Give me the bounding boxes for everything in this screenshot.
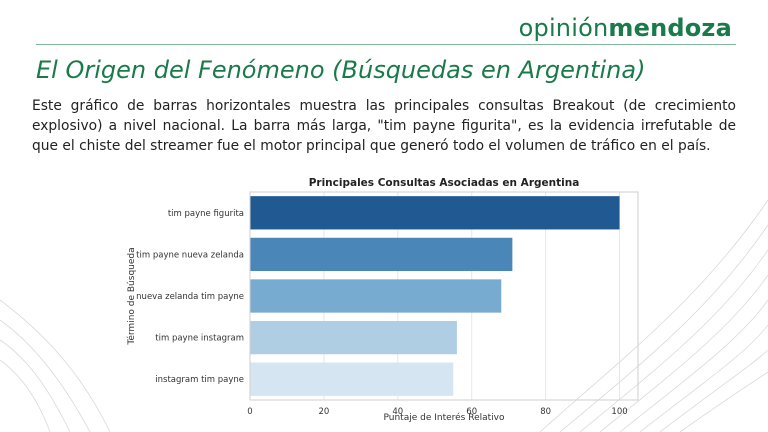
bar (250, 196, 620, 230)
bar (250, 320, 457, 355)
category-label: tim payne figurita (168, 209, 244, 219)
slide-title: El Origen del Fenómeno (Búsquedas en Arg… (36, 56, 646, 84)
chart-title: Principales Consultas Asociadas en Argen… (309, 177, 580, 189)
category-label: nueva zelanda tim payne (136, 292, 244, 302)
bar (250, 362, 454, 396)
bar-chart: Principales Consultas Asociadas en Argen… (126, 177, 639, 423)
x-axis-label: Puntaje de Interés Relativo (383, 412, 505, 423)
x-tick-label: 60 (466, 407, 477, 417)
x-tick-labels: 0 20 40 60 80 100 (247, 407, 627, 417)
y-axis-label: Término de Búsqueda (126, 247, 137, 345)
plot-frame (249, 191, 639, 401)
bars (250, 196, 620, 396)
brand-logo-part2: mendoza (608, 14, 732, 42)
x-tick-label: 100 (611, 407, 627, 417)
category-label: tim payne instagram (155, 334, 244, 344)
category-labels: tim payne figurita tim payne nueva zeland… (136, 209, 244, 385)
bar (250, 279, 502, 313)
slide-body-text: Este gráfico de barras horizontales mues… (32, 98, 736, 154)
header-divider (36, 44, 736, 45)
category-label: tim payne nueva zelanda (136, 250, 244, 260)
category-label: instagram tim payne (155, 375, 244, 385)
x-tick-label: 80 (540, 407, 551, 417)
brand-logo-part1: opinión (518, 14, 609, 42)
x-tick-label: 20 (318, 407, 329, 417)
x-tick-label: 40 (392, 407, 403, 417)
bar (250, 237, 513, 272)
brand-logo: opiniónmendoza (519, 14, 732, 42)
x-tick-label: 0 (247, 407, 252, 417)
